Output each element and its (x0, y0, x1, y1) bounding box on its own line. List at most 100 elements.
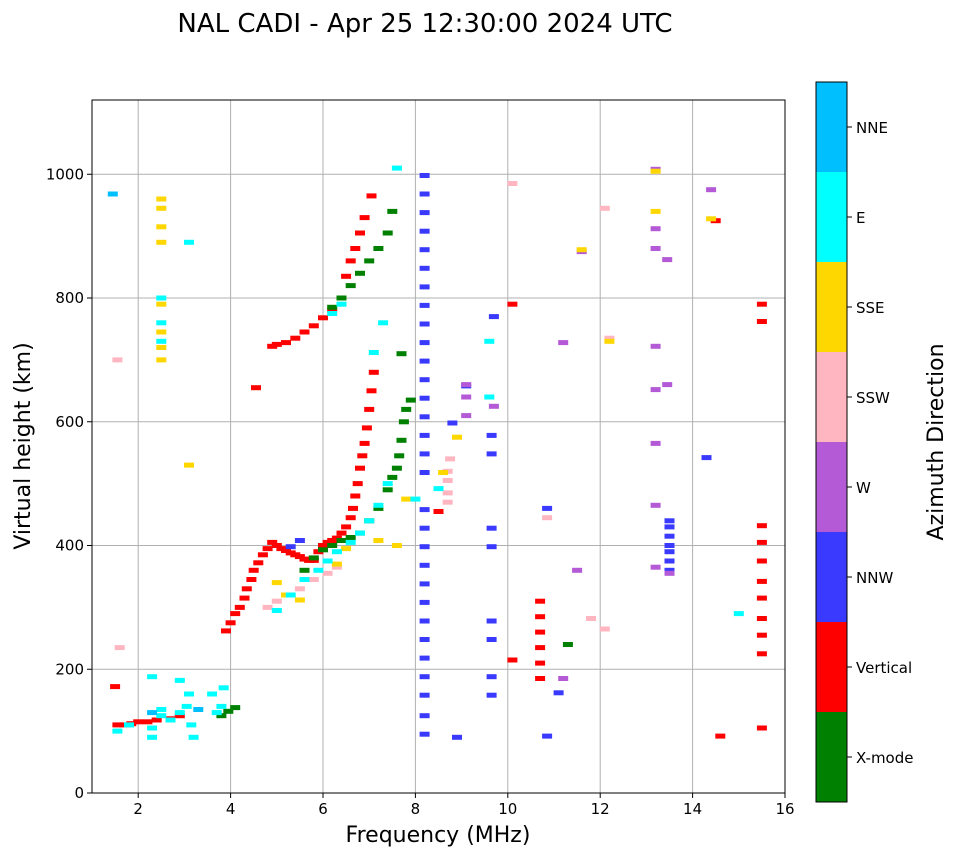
data-point (558, 676, 569, 681)
data-point (419, 321, 430, 327)
data-point (331, 561, 342, 567)
data-point (341, 524, 352, 530)
data-point (756, 578, 767, 584)
data-point (110, 684, 121, 690)
data-point (535, 645, 546, 651)
data-point (308, 323, 319, 329)
data-point (373, 538, 384, 543)
y-axis-label: Virtual height (km) (11, 342, 36, 549)
data-point (156, 713, 167, 719)
data-point (174, 710, 185, 716)
y-tick-label: 0 (74, 784, 84, 802)
data-point (650, 168, 661, 174)
series-x-mode (216, 208, 573, 719)
data-point (327, 543, 338, 548)
data-point (359, 440, 370, 446)
data-point (133, 719, 144, 725)
data-point (535, 614, 546, 620)
data-point (156, 239, 167, 245)
colorbar-swatch (816, 442, 847, 532)
data-point (355, 465, 365, 471)
data-point (308, 577, 319, 582)
data-point (604, 338, 615, 344)
data-point (364, 406, 375, 412)
data-point (345, 539, 356, 545)
data-point (350, 493, 361, 499)
data-point (486, 692, 497, 698)
data-point (558, 340, 569, 346)
data-point (604, 335, 615, 341)
data-point (535, 676, 546, 681)
data-point (364, 518, 375, 524)
data-point (308, 555, 319, 561)
data-point (486, 637, 497, 642)
data-point (373, 502, 384, 508)
data-point (419, 432, 430, 438)
data-point (507, 181, 518, 186)
data-point (484, 394, 495, 400)
series-sse (156, 168, 717, 603)
data-point (650, 387, 661, 393)
data-point (398, 419, 409, 425)
y-tick-label: 200 (55, 660, 84, 678)
data-point (318, 547, 328, 553)
x-tick-label: 6 (318, 800, 328, 818)
series-nne (107, 191, 204, 716)
data-point (267, 539, 278, 545)
colorbar-tick-label: X-mode (856, 749, 913, 767)
data-point (262, 546, 273, 552)
data-point (248, 567, 259, 573)
data-point (419, 302, 430, 308)
y-tick-label: 400 (55, 537, 84, 555)
data-point (442, 499, 453, 505)
data-point (391, 543, 402, 548)
data-point (650, 208, 661, 214)
grid (92, 100, 785, 793)
data-point (461, 413, 472, 419)
data-point (419, 692, 430, 698)
data-point (387, 474, 398, 480)
data-point (359, 215, 370, 221)
data-point (438, 470, 449, 475)
data-point (433, 486, 444, 492)
data-point (239, 595, 250, 601)
data-point (156, 320, 167, 326)
data-point (156, 707, 167, 712)
data-point (486, 544, 497, 550)
data-point (186, 722, 197, 728)
data-point (112, 728, 123, 734)
data-point (535, 660, 546, 666)
data-point (419, 525, 430, 531)
data-point (461, 394, 472, 400)
data-point (216, 713, 227, 719)
data-point (419, 395, 430, 401)
data-point (207, 691, 218, 697)
series-w (461, 166, 717, 681)
data-point (184, 691, 194, 697)
data-point (662, 382, 673, 388)
data-point (419, 210, 430, 216)
data-point (445, 456, 456, 462)
colorbar-swatch (816, 532, 847, 622)
data-point (664, 533, 675, 539)
data-point (345, 258, 356, 264)
data-point (156, 338, 167, 344)
data-point (174, 677, 185, 683)
data-point (387, 208, 398, 214)
data-point (650, 440, 661, 446)
data-point (327, 311, 338, 316)
data-point (112, 357, 123, 363)
data-point (156, 224, 167, 230)
data-point (756, 539, 767, 545)
data-point (535, 629, 546, 635)
data-point (542, 505, 553, 511)
data-point (419, 731, 430, 737)
colorbar-swatch (816, 352, 847, 442)
x-axis-label: Frequency (MHz) (346, 823, 531, 848)
data-point (486, 674, 497, 680)
data-point (147, 674, 158, 680)
data-point (234, 604, 245, 610)
data-point (650, 226, 661, 232)
x-tick-label: 8 (411, 800, 421, 818)
data-point (366, 193, 377, 199)
